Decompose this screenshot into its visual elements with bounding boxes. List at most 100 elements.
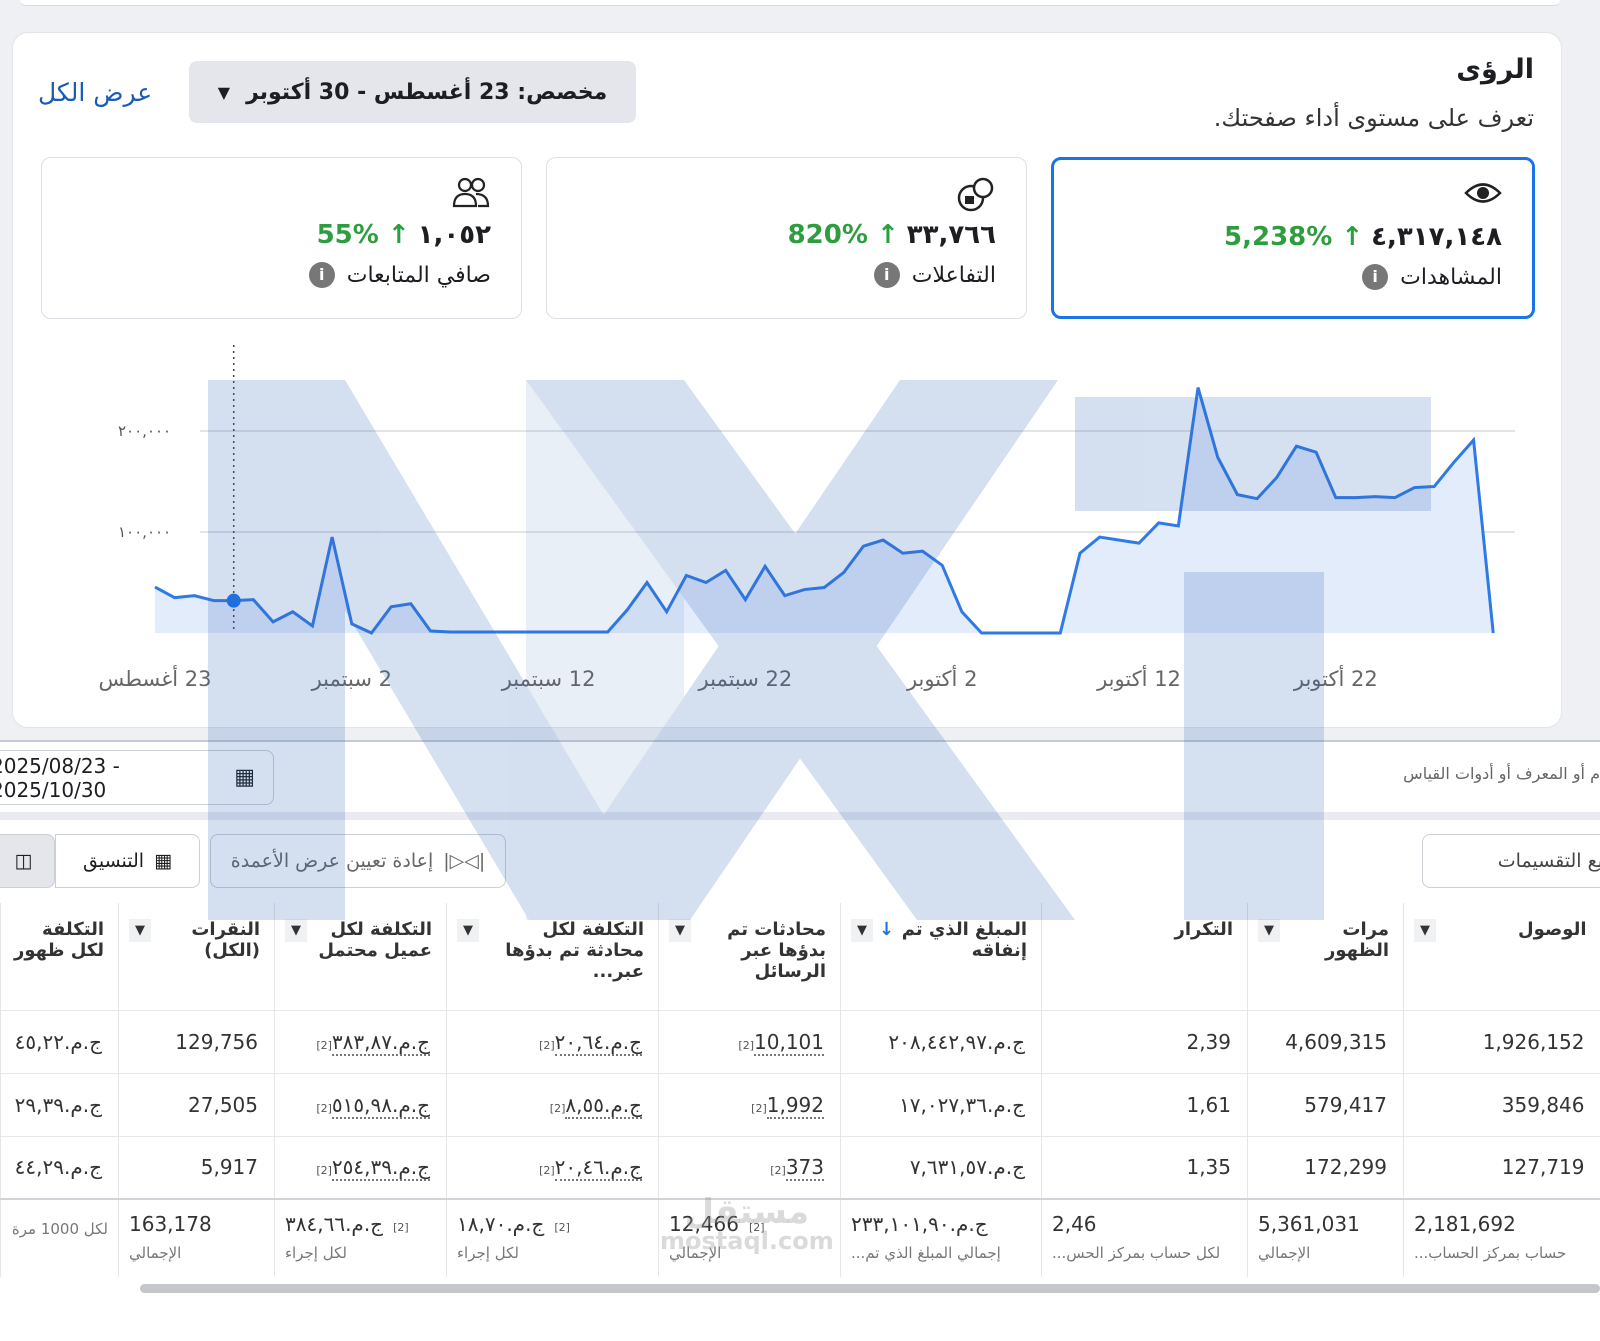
footnote-marker: [2] <box>539 1038 555 1052</box>
metric-card-interactions[interactable]: ٣٣,٧٦٦↑ 820% التفاعلات i <box>546 157 1027 319</box>
info-icon[interactable]: i <box>1362 264 1389 290</box>
info-icon[interactable]: i <box>308 262 335 288</box>
footnote-marker: [2] <box>316 1038 332 1052</box>
y-tick-label: ٢٠٠,٠٠٠ <box>118 422 171 440</box>
column-resize-icon: |◁▷| <box>443 850 486 872</box>
table-cell: 129,756 <box>118 1009 275 1073</box>
metric-label: التفاعلات <box>911 262 996 288</box>
total-cell: [2]ج.م.١٨,٧٠ لكل إجراء <box>446 1198 659 1277</box>
table-cell: 359,846 <box>1403 1072 1600 1136</box>
series-line <box>154 387 1495 635</box>
reset-columns-label: إعادة تعيين عرض الأعمدة <box>230 850 434 872</box>
table-cell: ج.م.٢٠٨,٤٤٢,٩٧ <box>840 1009 1042 1073</box>
date-range-label: مخصص: 23 أغسطس - 30 أكتوبر <box>246 79 608 105</box>
column-title: مرات الظهور <box>1325 919 1389 961</box>
table-cell: 1,926,152 <box>1403 1009 1600 1073</box>
sort-arrow-icon[interactable]: ↓ <box>879 919 895 940</box>
total-cell: [2]12,466 الإجمالي <box>658 1198 841 1277</box>
table-cell: 2,39 <box>1041 1009 1248 1073</box>
column-header[interactable]: التكرار <box>1041 903 1248 1010</box>
view-all-link[interactable]: عرض الكل <box>38 78 153 107</box>
table-date-picker[interactable]: 2025/08/23 - 2025/10/30 ▦ <box>0 750 274 805</box>
footnote-marker: [2] <box>316 1164 332 1178</box>
total-cell: 2,181,692 حساب بمركز الحساب... <box>1403 1198 1600 1277</box>
date-range-dropdown[interactable]: مخصص: 23 أغسطس - 30 أكتوبر ▼ <box>189 61 636 123</box>
table-row[interactable]: 359,846 579,417 1,61 ج.م.١٧,٠٢٧,٣٦ 1,992[2] ج… <box>0 1072 1600 1136</box>
column-title: محادثات تم بدؤها عبر الرسائل <box>727 919 826 982</box>
search-hint[interactable]: م أو المعرف أو أدوات القياس <box>1403 764 1600 783</box>
table-cell: ج.م.٥١٥,٩٨[2] <box>274 1072 447 1136</box>
total-cell: ج.م.٢٣٣,١٠١,٩٠ إجمالي المبلغ الذي تم... <box>840 1198 1042 1277</box>
metric-change: ↑ 55% <box>316 220 410 250</box>
metric-value: ٤,٣١٧,١٤٨ <box>1371 222 1502 252</box>
column-header[interactable]: الوصول ▼ <box>1403 903 1600 1010</box>
views-chart: ١٠٠,٠٠٠ ٢٠٠,٠٠٠ 23 أغسطس 2 سبتمبر 12 سبتمبر 2… <box>99 345 1515 691</box>
column-header[interactable]: محادثات تم بدؤها عبر الرسائل ▼ <box>658 903 841 1010</box>
metric-change: ↑ 820% <box>787 220 899 250</box>
x-tick-label: 23 أغسطس <box>99 665 212 691</box>
column-title: النقرات (الكل) <box>191 919 260 961</box>
column-title: التكلفة لكل محادثة تم بدؤها عبر... <box>505 919 644 982</box>
table-row[interactable]: 1,926,152 4,609,315 2,39 ج.م.٢٠٨,٤٤٢,٩٧ 10,1… <box>0 1009 1600 1073</box>
table-row[interactable]: 127,719 172,299 1,35 ج.م.٧,٦٣١,٥٧ 373[2] ج.م.… <box>0 1135 1600 1199</box>
table-cell: 579,417 <box>1247 1072 1404 1136</box>
column-header[interactable]: مرات الظهور ▼ <box>1247 903 1404 1010</box>
panel-icon: ◫ <box>14 850 33 872</box>
column-header[interactable]: المبلغ الذي تم إنفاقه ↓ ▼ <box>840 903 1042 1010</box>
column-header[interactable]: التكلفة لكل عميل محتمل ▼ <box>274 903 447 1010</box>
column-menu-icon[interactable]: ▼ <box>669 919 691 942</box>
table-cell: 5,917 <box>118 1135 275 1199</box>
page-subtitle: تعرف على مستوى أداء صفحتك. <box>1213 104 1534 132</box>
column-menu-icon[interactable]: ▼ <box>457 919 479 942</box>
y-tick-label: ١٠٠,٠٠٠ <box>118 523 171 541</box>
eye-icon <box>1084 178 1502 218</box>
format-button[interactable]: ▦ التنسيق <box>55 834 200 888</box>
table-cell: ج.م.٢٠,٤٦[2] <box>446 1135 659 1199</box>
table-cell: 27,505 <box>118 1072 275 1136</box>
table-cell: ج.م.٨,٥٥[2] <box>446 1072 659 1136</box>
metric-change: ↑ 5,238% <box>1224 222 1364 252</box>
column-header[interactable]: النقرات (الكل) ▼ <box>118 903 275 1010</box>
table-cell: ج.م.٣٨٣,٨٧[2] <box>274 1009 447 1073</box>
footnote-marker: [2] <box>751 1101 767 1115</box>
ads-table: الوصول ▼ مرات الظهور ▼ التكرار المبلغ الذي تم… <box>0 903 1600 1277</box>
totals-row: 2,181,692 حساب بمركز الحساب... 5,361,031 ال… <box>0 1198 1600 1277</box>
format-label: التنسيق <box>82 850 145 872</box>
reset-columns-button[interactable]: |◁▷| إعادة تعيين عرض الأعمدة <box>210 834 506 888</box>
metric-card-net-follows[interactable]: ١,٠٥٢↑ 55% صافي المتابعات i <box>41 157 522 319</box>
total-cell: لكل 1000 مرة... <box>0 1198 119 1277</box>
column-header[interactable]: التكلفة لكل ظهور <box>0 903 119 1010</box>
footnote-marker: [2] <box>770 1164 786 1178</box>
table-cell: ج.م.٤٥,٢٢ <box>0 1009 119 1073</box>
column-menu-icon[interactable]: ▼ <box>1258 919 1280 942</box>
table-cell: 1,992[2] <box>658 1072 841 1136</box>
layout-toggle-button[interactable]: ◫ <box>0 834 55 888</box>
reactions-icon <box>577 176 996 216</box>
table-cell: ج.م.١٧,٠٢٧,٣٦ <box>840 1072 1042 1136</box>
x-tick-label: 12 أكتوبر <box>1096 665 1181 691</box>
column-menu-icon[interactable]: ▼ <box>129 919 151 942</box>
column-header[interactable]: التكلفة لكل محادثة تم بدؤها عبر... ▼ <box>446 903 659 1010</box>
breakdowns-button[interactable]: يع التقسيمات <box>1422 834 1600 888</box>
column-menu-icon[interactable]: ▼ <box>851 919 873 942</box>
column-title: التكرار <box>1174 919 1233 940</box>
column-menu-icon[interactable]: ▼ <box>285 919 307 942</box>
footnote-marker: [2] <box>539 1164 555 1178</box>
table-cell: 373[2] <box>658 1135 841 1199</box>
column-title: الوصول <box>1517 919 1587 940</box>
table-cell: ج.م.٢٠,٦٤[2] <box>446 1009 659 1073</box>
column-title: التكلفة لكل ظهور <box>13 919 104 961</box>
column-title: المبلغ الذي تم إنفاقه <box>901 919 1027 961</box>
table-cell: 127,719 <box>1403 1135 1600 1199</box>
column-title: التكلفة لكل عميل محتمل <box>318 919 432 961</box>
mostaql-watermark: مستقل mostaql.com <box>660 1192 834 1255</box>
metric-card-views[interactable]: ٤,٣١٧,١٤٨↑ 5,238% المشاهدات i <box>1051 157 1535 319</box>
column-menu-icon[interactable]: ▼ <box>1414 919 1436 942</box>
data-point <box>226 593 241 608</box>
table-cell: 1,61 <box>1041 1072 1248 1136</box>
horizontal-scrollbar[interactable] <box>140 1284 1600 1293</box>
metric-value: ١,٠٥٢ <box>417 220 491 250</box>
area-fill <box>155 387 1494 633</box>
info-icon[interactable]: i <box>873 262 900 288</box>
x-tick-label: 12 سبتمبر <box>501 667 596 691</box>
